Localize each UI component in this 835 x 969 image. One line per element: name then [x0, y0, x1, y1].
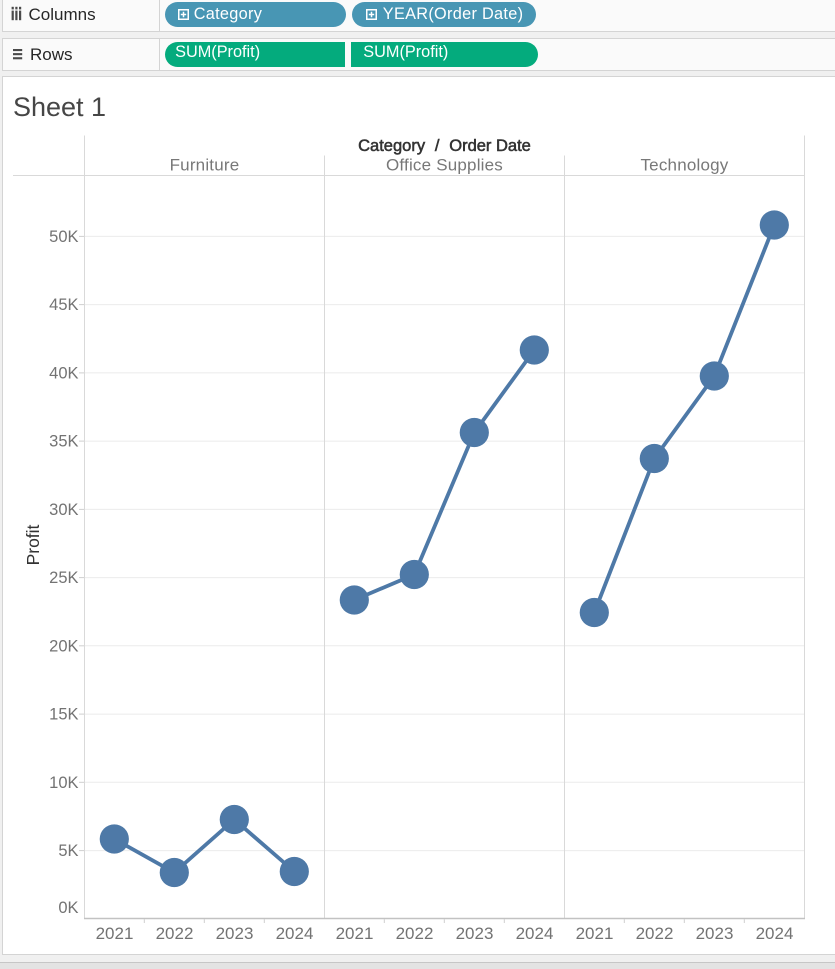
svg-text:50K: 50K	[49, 228, 78, 246]
svg-text:Office Supplies: Office Supplies	[386, 156, 503, 175]
svg-text:40K: 40K	[49, 364, 78, 382]
svg-text:2022: 2022	[396, 924, 434, 943]
svg-text:Sheet 1: Sheet 1	[13, 92, 106, 122]
svg-text:2021: 2021	[96, 924, 134, 943]
svg-text:2023: 2023	[216, 924, 254, 943]
svg-text:2021: 2021	[336, 924, 374, 943]
svg-text:10K: 10K	[49, 774, 78, 792]
svg-text:Category / Order Date: Category / Order Date	[358, 137, 531, 155]
svg-text:25K: 25K	[49, 569, 78, 587]
svg-text:15K: 15K	[49, 706, 78, 724]
svg-text:0K: 0K	[58, 899, 78, 917]
svg-text:2022: 2022	[636, 924, 674, 943]
svg-text:2021: 2021	[576, 924, 614, 943]
svg-text:Profit: Profit	[23, 524, 43, 565]
svg-text:2023: 2023	[696, 924, 734, 943]
svg-text:5K: 5K	[58, 842, 78, 860]
svg-text:2024: 2024	[516, 924, 554, 943]
svg-text:35K: 35K	[49, 433, 78, 451]
svg-text:2022: 2022	[156, 924, 194, 943]
svg-text:20K: 20K	[49, 637, 78, 655]
svg-text:30K: 30K	[49, 501, 78, 519]
svg-text:2023: 2023	[456, 924, 494, 943]
svg-text:45K: 45K	[49, 296, 78, 314]
svg-text:Technology: Technology	[640, 156, 728, 175]
svg-text:Furniture: Furniture	[170, 156, 240, 175]
svg-text:2024: 2024	[756, 924, 794, 943]
svg-text:2024: 2024	[276, 924, 314, 943]
